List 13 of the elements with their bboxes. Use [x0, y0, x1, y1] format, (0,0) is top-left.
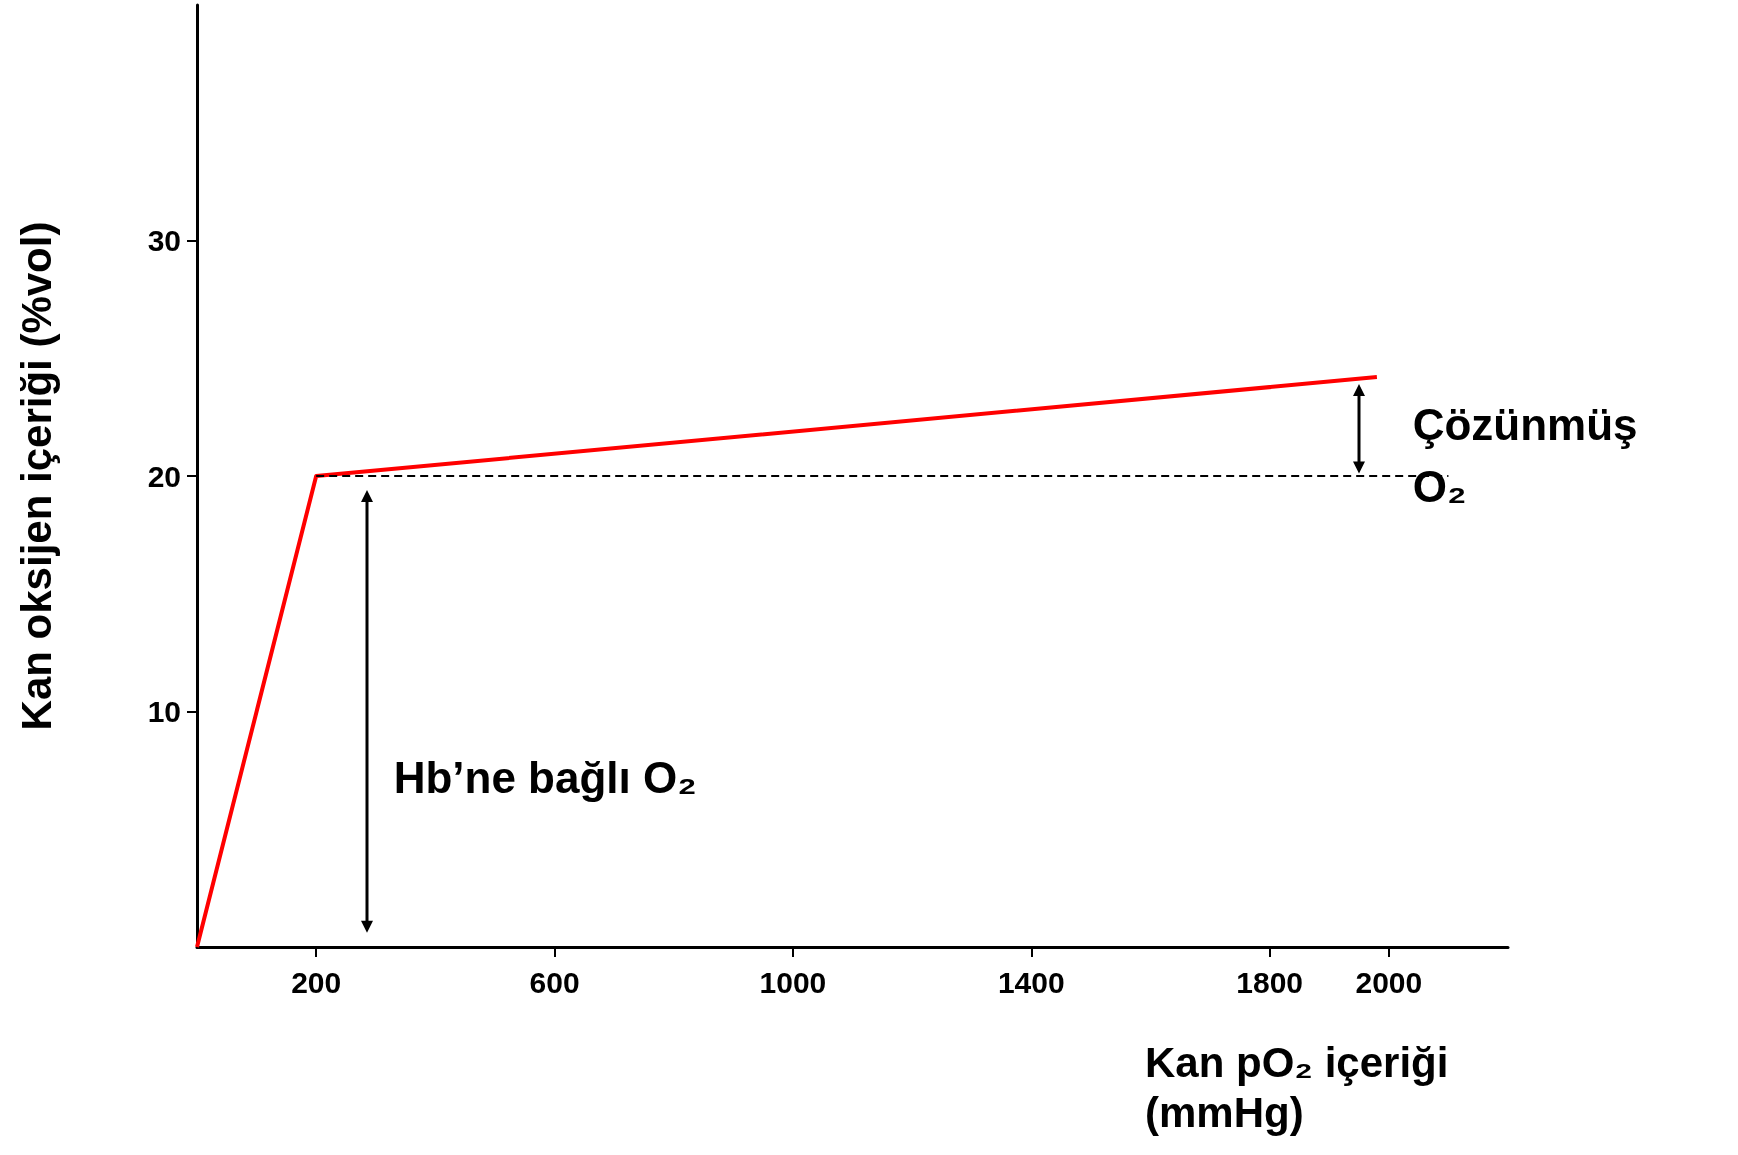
- x-axis-title: Kan pO₂ içeriği (mmHg): [1145, 1038, 1449, 1136]
- x-tick-label: 200: [291, 965, 342, 999]
- y-tick-label: 10: [147, 695, 181, 728]
- y-tick-label: 20: [147, 459, 181, 493]
- x-tick-label: 1000: [759, 965, 827, 999]
- x-tick-label: 1800: [1236, 965, 1304, 999]
- y-tick-label: 30: [147, 224, 181, 257]
- annotation: Çözünmüş O₂: [1412, 400, 1638, 512]
- x-tick-label: 1400: [997, 965, 1065, 999]
- annotation: Hb’ne bağlı O₂: [393, 753, 697, 803]
- x-tick-label: 600: [529, 965, 580, 999]
- y-axis-title: Kan oksijen içeriği (%vol): [12, 221, 60, 731]
- x-tick-label: 2000: [1355, 965, 1423, 999]
